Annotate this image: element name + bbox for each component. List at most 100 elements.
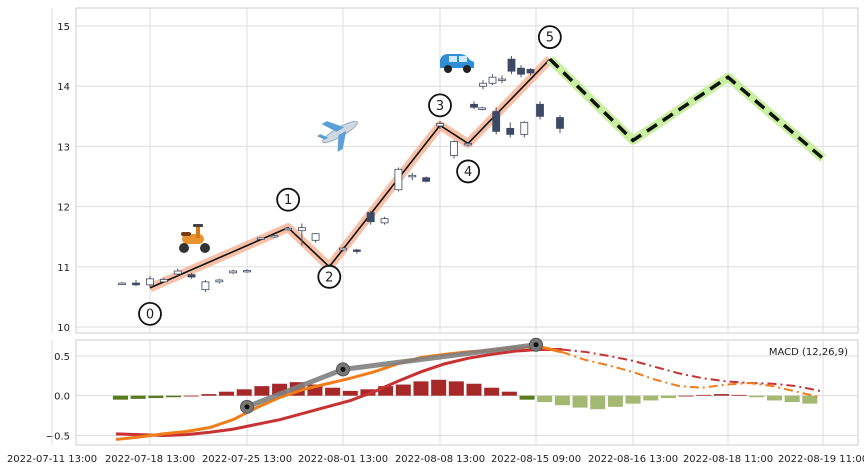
wave-label-circle bbox=[537, 25, 562, 50]
scooter-wheel bbox=[200, 243, 210, 253]
candle-body bbox=[436, 123, 444, 127]
macd-hist-bar bbox=[219, 391, 235, 396]
x-tick-label: 2022-08-15 09:00 bbox=[491, 454, 581, 465]
macd-y-tick-label: −0.5 bbox=[46, 431, 70, 442]
macd-hist-bar bbox=[731, 394, 747, 396]
wave-label-circle bbox=[317, 264, 342, 289]
candle-body bbox=[498, 78, 506, 81]
macd-hist-bar bbox=[643, 395, 659, 401]
candle-body bbox=[470, 103, 478, 108]
wave-label-circle bbox=[428, 93, 452, 118]
macd-hist-bar bbox=[554, 395, 570, 406]
airplane-wing bbox=[337, 130, 347, 152]
macd-hist-bar bbox=[431, 379, 447, 396]
macd-hist-bar bbox=[130, 395, 146, 399]
signal-line bbox=[115, 348, 562, 437]
macd-hist-bar bbox=[713, 394, 729, 396]
macd-wave-marker-dot bbox=[340, 366, 346, 372]
macd-hist-bar bbox=[749, 395, 765, 398]
x-tick-label: 2022-07-18 13:00 bbox=[105, 454, 195, 465]
x-tick-label: 2022-08-18 11:00 bbox=[683, 454, 773, 465]
macd-wave-marker-dot bbox=[533, 342, 539, 348]
candle-body bbox=[408, 174, 417, 178]
macd-hist-bar bbox=[395, 384, 411, 396]
candle-body bbox=[229, 270, 238, 274]
candle-body bbox=[422, 177, 431, 182]
macd-hist-bar bbox=[660, 395, 676, 399]
scooter-handle bbox=[193, 224, 203, 227]
x-axis: 2022-07-11 13:00 2022-07-18 13:00 2022-07-… bbox=[7, 454, 864, 465]
candle-body bbox=[492, 111, 501, 132]
macd-hist-bar bbox=[519, 395, 535, 400]
wave-label-circle bbox=[276, 187, 301, 212]
candle-body bbox=[311, 233, 320, 241]
macd-hist-bar bbox=[254, 386, 270, 396]
macd-hist-bar bbox=[201, 394, 217, 396]
macd-hist-bar bbox=[484, 387, 500, 396]
candle-body bbox=[270, 235, 279, 238]
candle-body bbox=[520, 121, 529, 135]
macd-hist-bar bbox=[590, 395, 606, 410]
macd-hist-bar bbox=[466, 383, 482, 396]
macd-hist-bar bbox=[325, 387, 341, 396]
macd-panel: −0.5 0.0 0.5 MACD (12,26,9) bbox=[46, 337, 859, 446]
macd-hist-bar bbox=[378, 386, 394, 396]
car-window bbox=[459, 56, 467, 62]
macd-hist-bar bbox=[784, 395, 800, 403]
x-tick-label: 2022-07-25 13:00 bbox=[202, 454, 292, 465]
candle-body bbox=[256, 237, 265, 240]
candle-body bbox=[488, 76, 497, 84]
price-y-tick-label: 11 bbox=[57, 263, 70, 274]
wave-label: 4 bbox=[464, 165, 472, 180]
candle-body bbox=[478, 107, 487, 110]
candle-body bbox=[450, 141, 458, 156]
candle-body bbox=[380, 218, 389, 224]
macd-legend: MACD (12,26,9) bbox=[769, 347, 848, 358]
wave-label: 5 bbox=[546, 31, 554, 46]
macd-line-forecast bbox=[561, 350, 821, 399]
wave-label: 0 bbox=[146, 307, 154, 322]
candle-body bbox=[118, 282, 126, 285]
x-tick-label: 2022-07-11 13:00 bbox=[7, 454, 97, 465]
candle-body bbox=[556, 117, 564, 129]
airplane-wing bbox=[321, 121, 345, 132]
wave-label: 2 bbox=[325, 270, 333, 285]
wave-line bbox=[149, 58, 551, 289]
macd-hist-bar bbox=[307, 384, 323, 396]
macd-hist-bar bbox=[113, 395, 129, 400]
candle-body bbox=[507, 58, 516, 72]
car-wheel bbox=[444, 65, 452, 73]
price-y-tick-label: 13 bbox=[57, 142, 70, 153]
x-tick-label: 2022-08-19 11:00 bbox=[778, 454, 864, 465]
car-icon bbox=[440, 54, 474, 73]
candle-body bbox=[339, 247, 347, 251]
candle-body bbox=[366, 212, 375, 223]
candle-body bbox=[284, 227, 293, 231]
airplane-icon bbox=[316, 120, 358, 152]
signal-line-forecast bbox=[561, 348, 821, 392]
macd-hist-bar bbox=[572, 395, 588, 408]
macd-hist-bar bbox=[766, 395, 782, 401]
projection-dash-line bbox=[548, 57, 825, 160]
macd-y-tick-label: 0.5 bbox=[54, 352, 70, 363]
candle-body bbox=[526, 68, 535, 74]
candle-body bbox=[201, 281, 210, 291]
macd-y-tick-label: 0.0 bbox=[54, 392, 70, 403]
scooter-seat bbox=[181, 232, 191, 236]
macd-hist-bar bbox=[448, 381, 464, 396]
candle-body bbox=[297, 227, 306, 232]
candle-body bbox=[243, 270, 251, 273]
macd-hist-bar bbox=[696, 394, 712, 396]
macd-hist-bar bbox=[166, 395, 182, 398]
macd-hist-bar bbox=[607, 395, 623, 407]
price-y-tick-label: 14 bbox=[57, 82, 70, 93]
candle-body bbox=[159, 279, 168, 283]
car-wheel bbox=[463, 65, 471, 73]
candle-body bbox=[215, 279, 224, 283]
car-window bbox=[449, 56, 457, 62]
macd-hist-bar bbox=[625, 395, 641, 404]
scooter-icon bbox=[179, 224, 210, 253]
macd-hist-bar bbox=[183, 395, 199, 397]
